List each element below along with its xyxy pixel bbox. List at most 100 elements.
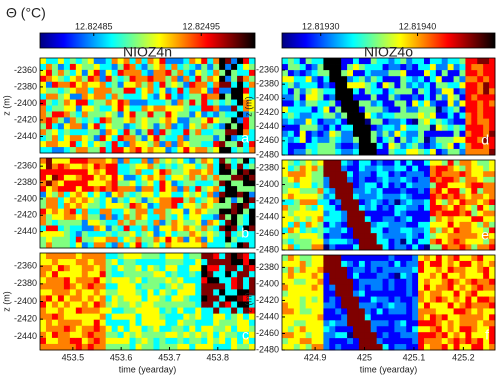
heatmap-cell xyxy=(171,129,177,135)
heatmap-cell xyxy=(424,267,430,273)
heatmap-cell xyxy=(353,88,359,94)
panel-label: f xyxy=(485,327,489,343)
heatmap-cell xyxy=(40,295,46,301)
heatmap-cell xyxy=(207,220,213,226)
heatmap-cell xyxy=(136,231,142,237)
heatmap-cell xyxy=(454,261,460,267)
heatmap-cell xyxy=(112,214,118,220)
heatmap-cell xyxy=(389,107,395,113)
heatmap-cell xyxy=(418,273,424,279)
heatmap-cell xyxy=(448,239,454,245)
heatmap-cell xyxy=(341,76,347,82)
heatmap-cell xyxy=(288,308,294,314)
heatmap-cell xyxy=(282,308,288,314)
heatmap-cell xyxy=(219,277,225,283)
heatmap-cell xyxy=(64,135,70,141)
heatmap-cell xyxy=(106,302,112,308)
heatmap-cell xyxy=(442,149,448,155)
heatmap-cell xyxy=(430,82,436,88)
y-tick-label: -2420 xyxy=(14,114,37,124)
heatmap-cell xyxy=(359,88,365,94)
x-tick-label: 425 xyxy=(357,352,372,362)
heatmap-cell xyxy=(70,111,76,117)
heatmap-cell xyxy=(82,253,88,259)
heatmap-cell xyxy=(448,119,454,125)
heatmap-cell xyxy=(282,183,288,189)
heatmap-cell xyxy=(471,205,477,211)
heatmap-cell xyxy=(70,226,76,232)
heatmap-cell xyxy=(400,326,406,332)
heatmap-cell xyxy=(448,188,454,194)
heatmap-cell xyxy=(318,261,324,267)
heatmap-cell xyxy=(323,273,329,279)
heatmap-cell xyxy=(288,166,294,172)
heatmap-cell xyxy=(389,199,395,205)
heatmap-cell xyxy=(371,332,377,338)
heatmap-cell xyxy=(318,239,324,245)
heatmap-cell xyxy=(249,231,255,237)
heatmap-cell xyxy=(177,326,183,332)
heatmap-cell xyxy=(436,137,442,143)
heatmap-cell xyxy=(46,192,52,198)
heatmap-cell xyxy=(389,239,395,245)
heatmap-cell xyxy=(207,308,213,314)
heatmap-cell xyxy=(306,216,312,222)
heatmap-cell xyxy=(58,308,64,314)
heatmap-cell xyxy=(335,94,341,100)
heatmap-cell xyxy=(70,169,76,175)
heatmap-cell xyxy=(64,123,70,129)
heatmap-cell xyxy=(76,259,82,265)
heatmap-cell xyxy=(112,186,118,192)
heatmap-cell xyxy=(329,244,335,250)
heatmap-cell xyxy=(347,216,353,222)
heatmap-cell xyxy=(237,169,243,175)
heatmap-cell xyxy=(100,220,106,226)
heatmap-cell xyxy=(465,143,471,149)
heatmap-cell xyxy=(383,88,389,94)
heatmap-cell xyxy=(201,289,207,295)
heatmap-cell xyxy=(207,271,213,277)
heatmap-cell xyxy=(219,70,225,76)
heatmap-cell xyxy=(359,113,365,119)
heatmap-cell xyxy=(249,186,255,192)
heatmap-cell xyxy=(312,303,318,309)
heatmap-cell xyxy=(148,94,154,100)
heatmap-cell xyxy=(249,314,255,320)
heatmap-cell xyxy=(341,332,347,338)
heatmap-cell xyxy=(153,320,159,326)
heatmap-cell xyxy=(353,228,359,234)
heatmap-cell xyxy=(300,194,306,200)
heatmap-cell xyxy=(436,308,442,314)
heatmap-cell xyxy=(189,253,195,259)
heatmap-cell xyxy=(142,314,148,320)
heatmap-cell xyxy=(136,226,142,232)
heatmap-cell xyxy=(436,76,442,82)
heatmap-cell xyxy=(471,125,477,131)
heatmap-cell xyxy=(213,259,219,265)
heatmap-cell xyxy=(318,308,324,314)
heatmap-cell xyxy=(189,308,195,314)
heatmap-cell xyxy=(365,205,371,211)
heatmap-cell xyxy=(406,94,412,100)
heatmap-cell xyxy=(237,147,243,153)
heatmap-cell xyxy=(489,188,495,194)
heatmap-cell xyxy=(377,239,383,245)
heatmap-cell xyxy=(353,285,359,291)
x-tick-label: 425.2 xyxy=(452,352,475,362)
heatmap-cell xyxy=(442,216,448,222)
heatmap-cell xyxy=(88,135,94,141)
heatmap-cell xyxy=(237,314,243,320)
heatmap xyxy=(282,255,495,350)
heatmap-cell xyxy=(424,332,430,338)
heatmap-cell xyxy=(207,135,213,141)
heatmap-cell xyxy=(371,255,377,261)
heatmap-cell xyxy=(195,302,201,308)
heatmap-cell xyxy=(177,308,183,314)
heatmap-cell xyxy=(318,320,324,326)
heatmap-cell xyxy=(243,186,249,192)
heatmap-cell xyxy=(323,285,329,291)
heatmap-cell xyxy=(394,273,400,279)
heatmap-cell xyxy=(442,332,448,338)
heatmap-cell xyxy=(448,143,454,149)
heatmap-cell xyxy=(94,295,100,301)
